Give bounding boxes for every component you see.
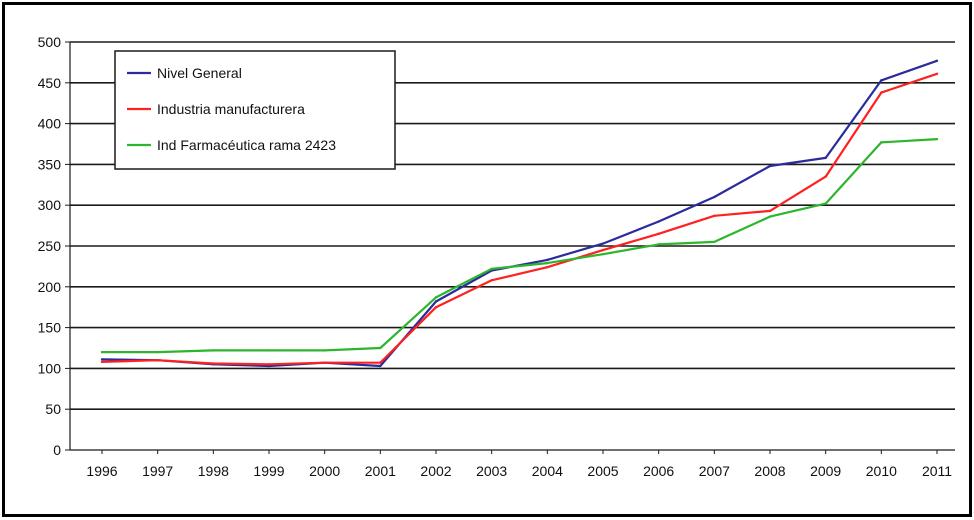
data-point	[935, 137, 939, 141]
data-point	[713, 214, 716, 218]
data-point	[434, 300, 438, 303]
data-point	[379, 364, 382, 368]
data-point	[935, 72, 939, 76]
x-tick-label: 1996	[86, 463, 117, 479]
data-point	[100, 350, 104, 354]
data-point	[434, 296, 438, 299]
data-point	[100, 360, 104, 364]
x-tick-label: 2009	[810, 463, 841, 479]
y-tick-label: 250	[38, 238, 62, 254]
data-point	[824, 175, 827, 178]
y-tick-label: 450	[38, 75, 62, 91]
x-tick-label: 2003	[476, 463, 507, 479]
legend-box	[114, 50, 396, 170]
y-tick-label: 400	[38, 116, 62, 132]
data-point	[768, 164, 772, 168]
data-point	[156, 350, 159, 354]
data-point	[601, 242, 605, 245]
data-point	[657, 243, 660, 246]
data-point	[323, 349, 326, 352]
x-tick-label: 2010	[866, 463, 897, 479]
data-point	[880, 141, 883, 144]
legend-label: Ind Farmacéutica rama 2423	[157, 137, 336, 153]
x-tick-label: 1997	[142, 463, 173, 479]
series-line-3	[102, 138, 938, 354]
data-point	[267, 363, 271, 366]
x-tick-label: 2006	[643, 463, 674, 479]
y-tick-label: 50	[45, 401, 61, 417]
data-point	[546, 266, 549, 269]
y-tick-label: 100	[38, 360, 62, 376]
data-point	[601, 252, 605, 256]
y-tick-label: 200	[38, 279, 62, 295]
data-point	[713, 195, 716, 199]
series-line-2	[101, 72, 938, 366]
y-tick-label: 0	[53, 442, 61, 458]
data-point	[935, 59, 939, 62]
data-point	[156, 359, 159, 362]
data-point	[212, 349, 215, 352]
y-tick-label: 500	[38, 34, 62, 50]
data-point	[657, 232, 660, 235]
data-point	[267, 349, 271, 352]
x-tick-label: 2008	[754, 463, 785, 479]
legend-label: Industria manufacturera	[157, 101, 305, 117]
data-point	[323, 361, 326, 364]
x-tick-label: 1998	[198, 463, 229, 479]
data-point	[657, 220, 660, 223]
data-point	[768, 215, 772, 218]
y-tick-label: 350	[38, 156, 62, 172]
legend-label: Nivel General	[157, 65, 242, 81]
data-point	[601, 248, 605, 252]
x-tick-label: 2011	[922, 463, 952, 479]
data-point	[434, 306, 438, 309]
data-point	[212, 362, 215, 365]
axes	[65, 41, 955, 454]
legend: Nivel General Industria manufacturera Ind …	[114, 50, 396, 170]
data-point	[880, 79, 883, 82]
y-tick-label: 150	[38, 320, 62, 336]
y-tick-labels: 0 50 100 150 200 250 300 350 400 450 500	[38, 34, 62, 458]
y-tick-label: 300	[38, 197, 62, 213]
x-tick-label: 2007	[699, 463, 730, 479]
x-tick-label: 2005	[587, 463, 618, 479]
data-point	[546, 258, 549, 262]
data-point	[546, 261, 549, 265]
data-point	[824, 156, 827, 160]
data-point	[490, 279, 493, 282]
x-tick-label: 1999	[253, 463, 284, 479]
data-point	[379, 346, 382, 350]
x-tick-label: 2000	[309, 463, 340, 479]
data-point	[768, 209, 772, 213]
x-tick-labels: 1996 1997 1998 1999 2000 2001 2002 2003 2004 2005…	[86, 463, 952, 479]
data-point	[713, 240, 716, 244]
x-tick-label: 2004	[532, 463, 563, 479]
data-point	[100, 358, 104, 361]
data-point	[379, 361, 382, 364]
x-tick-label: 2002	[420, 463, 451, 479]
x-tick-label: 2001	[365, 463, 396, 479]
series-lines	[100, 59, 939, 368]
data-point	[490, 267, 493, 271]
data-point	[824, 202, 827, 205]
data-point	[880, 91, 883, 94]
